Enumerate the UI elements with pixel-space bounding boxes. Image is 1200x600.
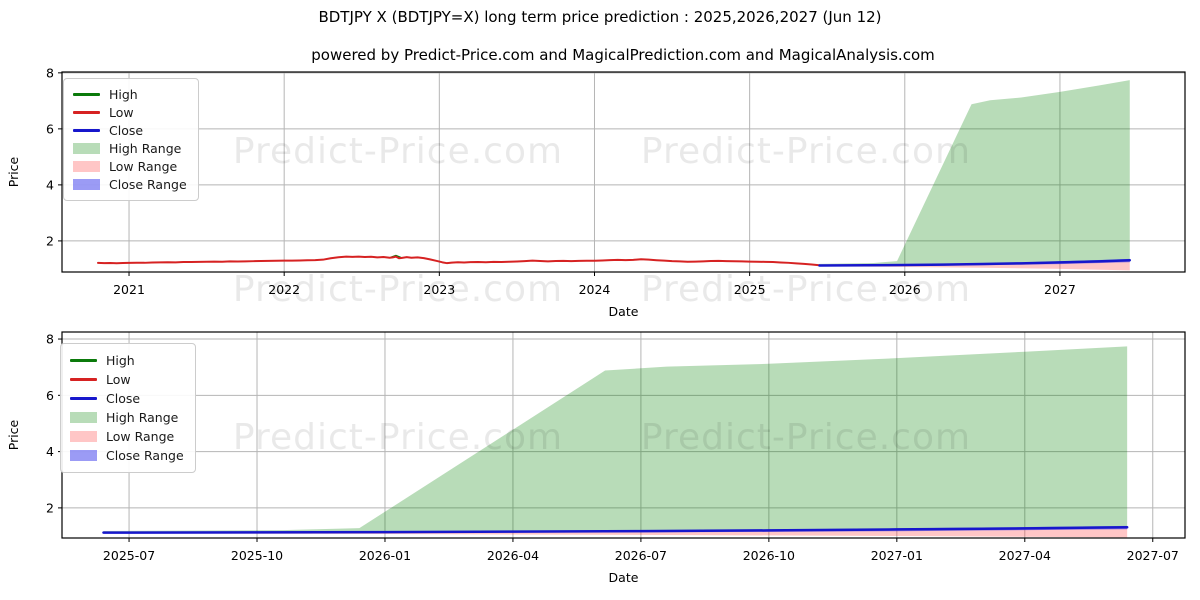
watermark-text: Predict-Price.com <box>233 269 563 310</box>
legend-line-swatch <box>73 93 100 97</box>
y-tick-label: 8 <box>46 332 54 347</box>
x-tick-label: 2021 <box>113 282 145 297</box>
legend-item-close: Close <box>73 122 188 140</box>
top-chart: Predict-Price.com Predict-Price.com Predic… <box>6 65 1186 319</box>
x-tick-label: 2026-01 <box>359 548 411 563</box>
legend-line-swatch <box>70 378 97 381</box>
gridlines <box>62 332 1185 538</box>
x-tick-label: 2027 <box>1044 282 1076 297</box>
legend-label: High <box>109 87 138 103</box>
legend-bottom-chart: High Low Close High Range Low Range Close Ran… <box>60 343 196 473</box>
legend-item-low-range: Low Range <box>70 427 185 446</box>
close-forecast-line <box>818 258 1132 267</box>
legend-patch-swatch <box>70 450 97 461</box>
y-tick-label: 6 <box>46 121 54 136</box>
legend-top-chart: High Low Close High Range Low Range Close Ran… <box>63 78 199 201</box>
legend-label: Low <box>109 105 134 121</box>
legend-item-high: High <box>70 351 185 370</box>
high-range-band <box>819 80 1130 266</box>
legend-item-close-range: Close Range <box>73 175 188 193</box>
x-tick-label: 2027-04 <box>999 548 1051 563</box>
ticks <box>58 72 1061 276</box>
page-subtitle: powered by Predict-Price.com and Magical… <box>311 46 935 64</box>
close-forecast-line <box>102 526 1129 534</box>
x-tick-label: 2027-01 <box>871 548 923 563</box>
legend-line-swatch <box>73 111 100 115</box>
y-tick-label: 2 <box>46 500 54 515</box>
low-history-line <box>96 255 821 267</box>
legend-label: High Range <box>106 410 179 425</box>
watermark-text: Predict-Price.com <box>233 417 563 458</box>
watermark-text: Predict-Price.com <box>641 417 971 458</box>
y-tick-label: 4 <box>46 177 54 192</box>
legend-item-close: Close <box>70 389 185 408</box>
legend-line-swatch <box>70 397 97 400</box>
y-tick-label: 2 <box>46 233 54 248</box>
legend-patch-swatch <box>70 412 97 423</box>
page-title: BDTJPY X (BDTJPY=X) long term price pred… <box>318 8 882 26</box>
x-tick-label: 2024 <box>579 282 611 297</box>
legend-label: Close Range <box>106 448 184 463</box>
legend-line-swatch <box>70 359 97 362</box>
legend-label: Low Range <box>109 158 178 174</box>
legend-label: High <box>106 353 135 368</box>
x-tick-label: 2025 <box>734 282 766 297</box>
x-tick-label: 2026-04 <box>487 548 539 563</box>
legend-label: Close Range <box>109 176 187 192</box>
gridlines <box>62 72 1185 272</box>
legend-line-swatch <box>73 129 100 133</box>
legend-patch-swatch <box>73 178 100 190</box>
x-axis-label: Date <box>609 304 639 319</box>
y-tick-label: 4 <box>46 444 54 459</box>
legend-item-high: High <box>73 86 188 104</box>
legend-label: Low Range <box>106 429 175 444</box>
x-tick-label: 2026 <box>889 282 921 297</box>
y-tick-label: 6 <box>46 388 54 403</box>
x-axis-label: Date <box>609 570 639 585</box>
y-axis-label: Price <box>6 419 21 450</box>
watermark-text: Predict-Price.com <box>233 131 563 172</box>
legend-label: Low <box>106 372 131 387</box>
x-tick-label: 2022 <box>268 282 300 297</box>
legend-item-high-range: High Range <box>70 408 185 427</box>
legend-item-low: Low <box>70 370 185 389</box>
legend-label: Close <box>109 123 144 139</box>
y-tick-label: 8 <box>46 65 54 80</box>
legend-label: High Range <box>109 140 182 156</box>
x-tick-label: 2023 <box>423 282 455 297</box>
watermark-text: Predict-Price.com <box>641 269 971 310</box>
x-tick-label: 2025-10 <box>231 548 283 563</box>
x-tick-label: 2027-07 <box>1127 548 1179 563</box>
legend-label: Close <box>106 391 141 406</box>
legend-patch-swatch <box>70 431 97 442</box>
high-range-band <box>103 346 1128 533</box>
legend-item-high-range: High Range <box>73 139 188 157</box>
bottom-chart: Predict-Price.com Predict-Price.com 2025-0… <box>6 331 1186 585</box>
x-tick-label: 2026-10 <box>743 548 795 563</box>
legend-patch-swatch <box>73 160 100 172</box>
x-tick-label: 2025-07 <box>103 548 155 563</box>
legend-item-low: Low <box>73 104 188 122</box>
watermark-text: Predict-Price.com <box>641 131 971 172</box>
legend-patch-swatch <box>73 142 100 154</box>
plot-border <box>61 71 1186 273</box>
legend-item-close-range: Close Range <box>70 446 185 465</box>
y-axis-label: Price <box>6 156 21 187</box>
x-tick-label: 2026-07 <box>615 548 667 563</box>
legend-item-low-range: Low Range <box>73 157 188 175</box>
